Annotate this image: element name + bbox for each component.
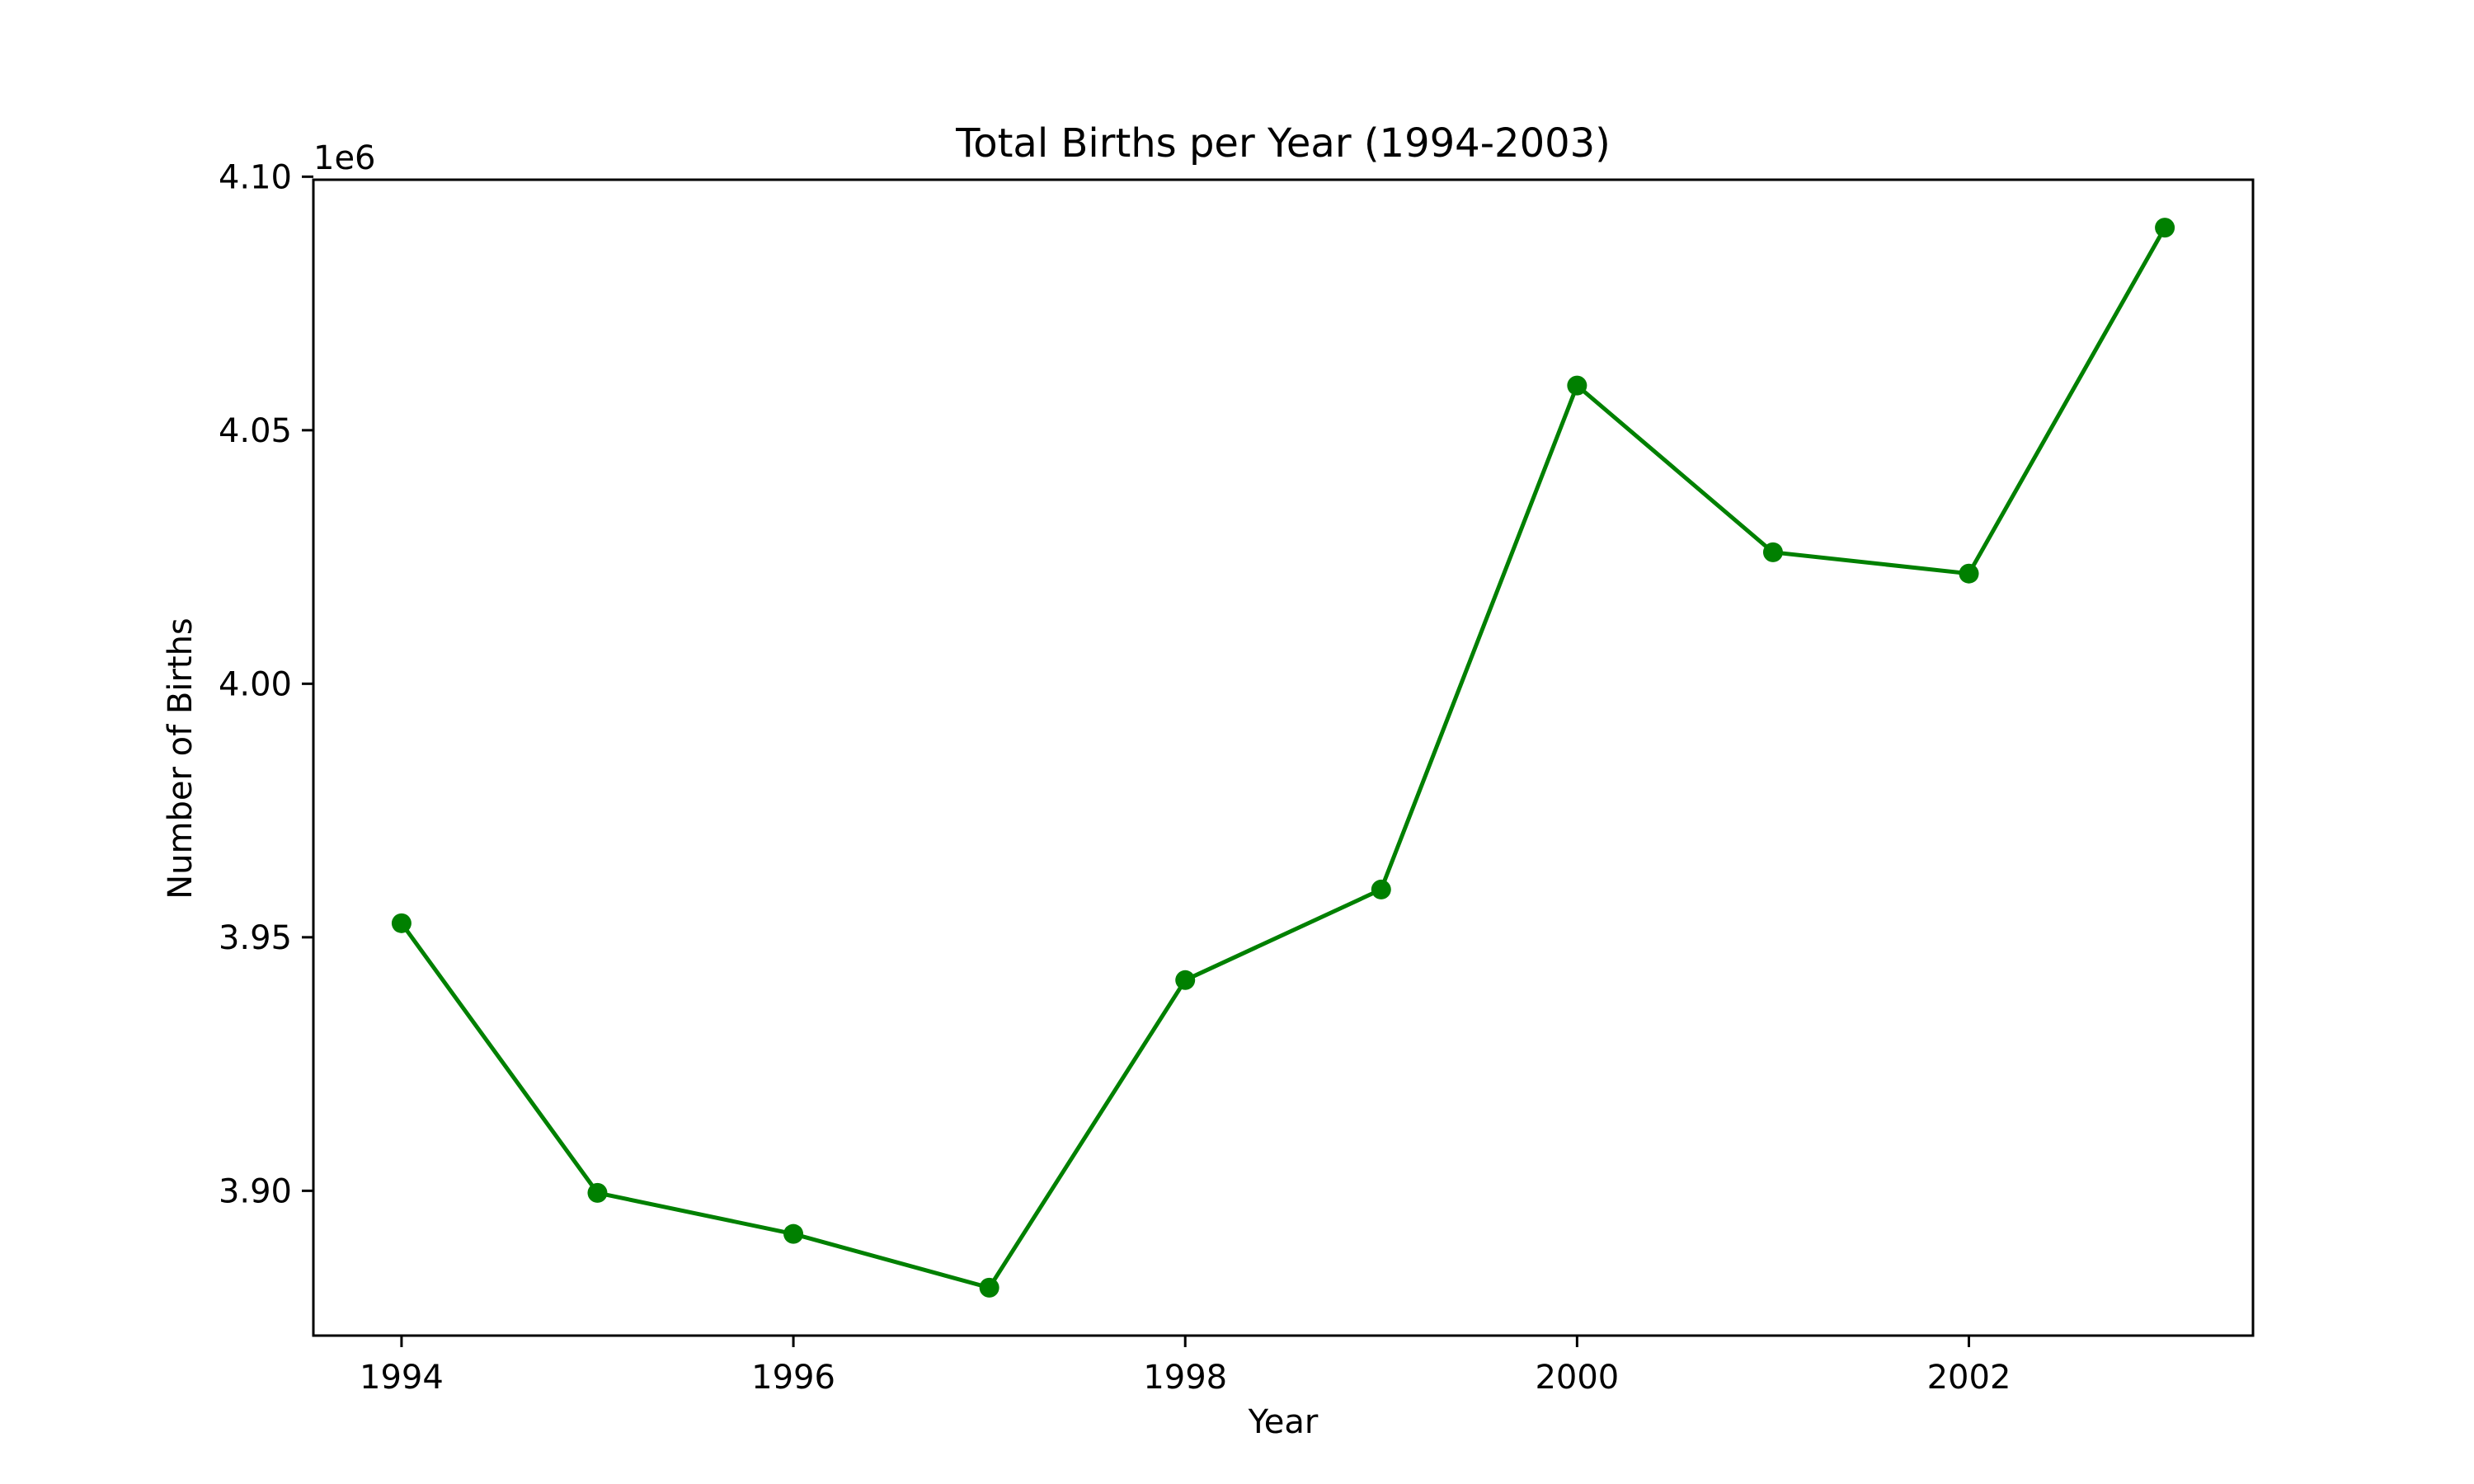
x-tick-label: 1998	[1143, 1359, 1227, 1397]
data-point-1998	[1175, 970, 1196, 990]
axis-ticks: 1994 1996 1998 2000 2002 3.90 3.95 4.00 4.05 4.10	[219, 158, 2011, 1397]
y-offset-label: 1e6	[313, 139, 376, 177]
data-point-1999	[1371, 879, 1391, 899]
data-point-2002	[1959, 563, 1979, 584]
y-tick-label: 4.00	[219, 665, 292, 703]
chart-title: Total Births per Year (1994-2003)	[955, 120, 1611, 167]
data-point-2003	[2155, 218, 2175, 238]
y-axis-label: Number of Births	[162, 618, 200, 899]
data-point-1996	[783, 1223, 804, 1244]
x-tick-label: 1994	[360, 1359, 444, 1397]
data-point-2001	[1762, 542, 1783, 562]
data-point-2000	[1567, 375, 1587, 396]
x-tick-label: 2000	[1535, 1359, 1619, 1397]
x-axis-label: Year	[1248, 1403, 1319, 1441]
y-tick-label: 4.05	[219, 412, 292, 450]
y-tick-label: 4.10	[219, 158, 292, 196]
plot-area-frame	[312, 178, 2255, 1337]
y-tick-label: 3.95	[219, 919, 292, 957]
x-tick-label: 1996	[751, 1359, 835, 1397]
data-point-1994	[391, 913, 412, 933]
data-point-1995	[587, 1182, 608, 1203]
data-series	[391, 218, 2175, 1298]
x-tick-label: 2002	[1927, 1359, 2011, 1397]
series-line	[399, 226, 2167, 1290]
data-point-1997	[979, 1277, 999, 1298]
y-tick-label: 3.90	[219, 1172, 292, 1210]
